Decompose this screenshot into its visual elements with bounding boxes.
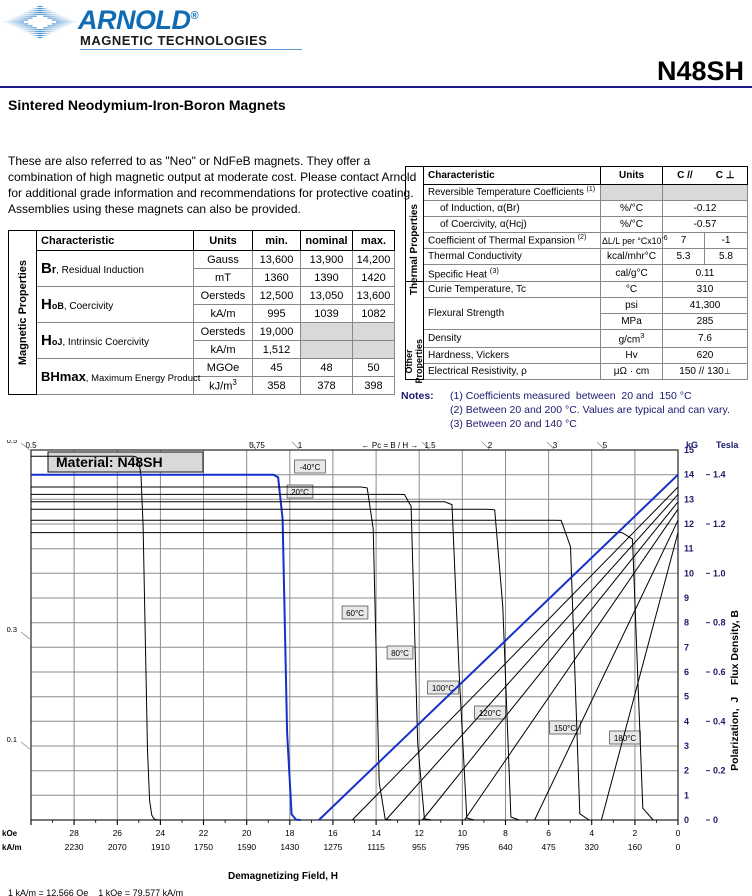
svg-text:-40°C: -40°C [300,463,321,472]
svg-text:180°C: 180°C [614,734,637,743]
svg-text:4: 4 [684,716,689,726]
svg-text:795: 795 [455,842,469,852]
svg-text:1275: 1275 [323,842,342,852]
svg-text:0.5: 0.5 [25,441,37,450]
svg-text:14: 14 [371,828,381,838]
svg-text:12: 12 [414,828,424,838]
svg-text:475: 475 [542,842,556,852]
svg-text:150°C: 150°C [554,724,577,733]
svg-text:24: 24 [156,828,166,838]
svg-text:0: 0 [684,815,689,825]
svg-text:1115: 1115 [367,842,385,852]
svg-text:1.5: 1.5 [424,441,436,450]
svg-text:22: 22 [199,828,209,838]
svg-text:2230: 2230 [65,842,84,852]
svg-text:0.6: 0.6 [713,667,726,677]
svg-text:8: 8 [684,618,689,628]
svg-text:28: 28 [69,828,79,838]
svg-text:60°C: 60°C [346,609,364,618]
svg-text:0.1: 0.1 [7,735,17,744]
svg-text:← Pc = B / H →: ← Pc = B / H → [362,441,419,450]
svg-text:8: 8 [503,828,508,838]
svg-text:0.8: 0.8 [713,618,726,628]
svg-text:0.75: 0.75 [249,441,265,450]
svg-text:20: 20 [242,828,252,838]
svg-text:1910: 1910 [151,842,170,852]
svg-text:7: 7 [684,642,689,652]
svg-text:1.4: 1.4 [713,470,726,480]
svg-text:11: 11 [684,544,694,554]
svg-text:0.2: 0.2 [713,766,726,776]
svg-text:0: 0 [713,815,718,825]
svg-text:6: 6 [684,667,689,677]
svg-text:120°C: 120°C [479,709,502,718]
svg-text:640: 640 [498,842,512,852]
svg-text:5: 5 [603,441,608,450]
svg-text:26: 26 [113,828,123,838]
svg-text:1750: 1750 [194,842,213,852]
svg-text:18: 18 [285,828,295,838]
svg-text:1430: 1430 [280,842,299,852]
svg-text:160: 160 [628,842,642,852]
svg-text:1: 1 [298,441,303,450]
svg-text:0.3: 0.3 [7,625,17,634]
svg-text:0.4: 0.4 [713,716,726,726]
svg-text:12: 12 [684,519,694,529]
svg-text:2: 2 [684,766,689,776]
svg-text:2: 2 [633,828,638,838]
svg-text:1: 1 [684,790,689,800]
svg-text:80°C: 80°C [391,649,409,658]
svg-text:10: 10 [458,828,468,838]
svg-text:4: 4 [589,828,594,838]
svg-text:0: 0 [676,828,681,838]
svg-text:955: 955 [412,842,426,852]
svg-text:kG: kG [686,440,698,450]
svg-text:2: 2 [488,441,493,450]
svg-text:20°C: 20°C [291,488,309,497]
svg-text:1.2: 1.2 [713,519,726,529]
svg-text:16: 16 [328,828,338,838]
svg-text:5: 5 [684,692,689,702]
svg-text:0.5: 0.5 [7,440,17,445]
svg-text:1.0: 1.0 [713,568,726,578]
svg-text:1590: 1590 [237,842,256,852]
svg-text:2070: 2070 [108,842,127,852]
svg-text:0: 0 [676,842,681,852]
svg-text:kOe: kOe [2,829,18,838]
svg-text:10: 10 [684,568,694,578]
svg-text:14: 14 [684,470,694,480]
svg-text:3: 3 [684,741,689,751]
svg-text:9: 9 [684,593,689,603]
svg-text:kA/m: kA/m [2,843,22,852]
svg-text:6: 6 [546,828,551,838]
svg-text:320: 320 [585,842,599,852]
svg-text:13: 13 [684,494,694,504]
svg-text:Tesla: Tesla [716,440,739,450]
svg-text:3: 3 [553,441,558,450]
